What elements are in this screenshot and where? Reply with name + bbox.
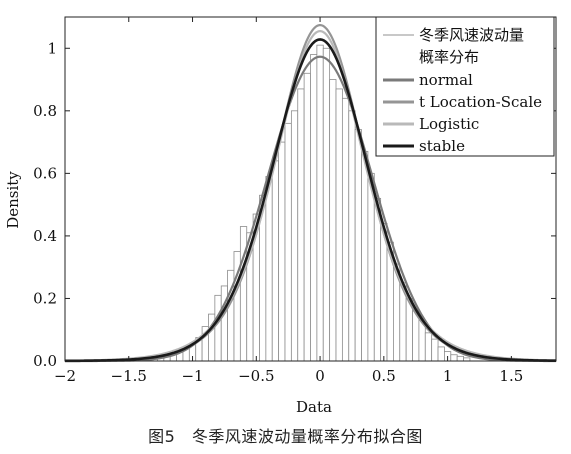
- figure-caption: 图5 冬季风速波动量概率分布拟合图: [148, 427, 423, 446]
- histogram-bar: [437, 346, 445, 362]
- y-axis-ticks: 0.0 0.2 0.4 0.6 0.8 1: [33, 39, 556, 370]
- y-tick-label: 0.4: [33, 227, 57, 245]
- histogram-bar: [322, 47, 331, 362]
- y-tick-label: 0.0: [33, 352, 57, 370]
- y-tick-label: 1: [47, 39, 57, 57]
- fit-curve-logistic: [64, 30, 557, 362]
- x-tick-label: −1.5: [111, 367, 147, 385]
- x-axis-ticks: −2 −1.5 −1 −0.5 0 0.5 1 1.5: [54, 17, 523, 385]
- x-tick-label: −2: [54, 367, 76, 385]
- histogram-bar: [335, 88, 343, 362]
- x-tick-label: −1: [181, 367, 203, 385]
- histogram-bar: [348, 110, 356, 362]
- x-tick-label: 0: [315, 367, 325, 385]
- legend-label: t Location-Scale: [419, 93, 542, 111]
- y-tick-label: 0.2: [33, 289, 57, 307]
- y-tick-label: 0.6: [33, 164, 57, 182]
- y-axis-label: Density: [4, 171, 22, 229]
- histogram-bar: [278, 141, 286, 362]
- histogram-bar: [271, 160, 280, 362]
- histogram-bar: [354, 129, 362, 362]
- histogram-bar: [361, 151, 369, 362]
- fit-curve-stable: [64, 38, 557, 363]
- histogram-bar: [297, 88, 305, 362]
- x-tick-label: 1: [443, 367, 453, 385]
- legend: 冬季风速波动量 概率分布 normal t Location-Scale Logis…: [375, 16, 555, 157]
- histogram-bar: [265, 176, 273, 362]
- fit-curve-normal: [65, 55, 556, 363]
- histogram-bar: [316, 44, 324, 362]
- plot-frame: [64, 16, 557, 362]
- y-tick-label: 0.8: [33, 102, 57, 120]
- histogram-bar: [450, 354, 458, 362]
- histogram-bar: [431, 338, 439, 362]
- legend-label: Logistic: [419, 115, 479, 133]
- x-tick-label: 1.5: [499, 367, 523, 385]
- legend-label-histogram-line2: 概率分布: [419, 48, 479, 66]
- legend-label: stable: [419, 137, 465, 155]
- histogram-bar: [367, 172, 375, 362]
- histogram-bar: [329, 79, 337, 362]
- histogram-bar: [341, 97, 350, 362]
- histogram-bar: [214, 294, 222, 362]
- x-tick-label: −0.5: [238, 367, 274, 385]
- legend-label-histogram-line1: 冬季风速波动量: [419, 26, 524, 44]
- x-tick-label: 0.5: [372, 367, 396, 385]
- histogram-bar: [290, 110, 299, 362]
- legend-box: [375, 16, 555, 157]
- histogram-bar: [424, 332, 433, 362]
- fit-curves: [64, 23, 557, 363]
- legend-label: normal: [419, 71, 473, 89]
- histogram-bars: [157, 44, 471, 362]
- x-axis-label: Data: [296, 398, 332, 416]
- histogram-bar: [310, 54, 318, 362]
- histogram-bar: [303, 72, 311, 362]
- histogram-bar: [284, 122, 292, 362]
- histogram-bar: [456, 355, 464, 362]
